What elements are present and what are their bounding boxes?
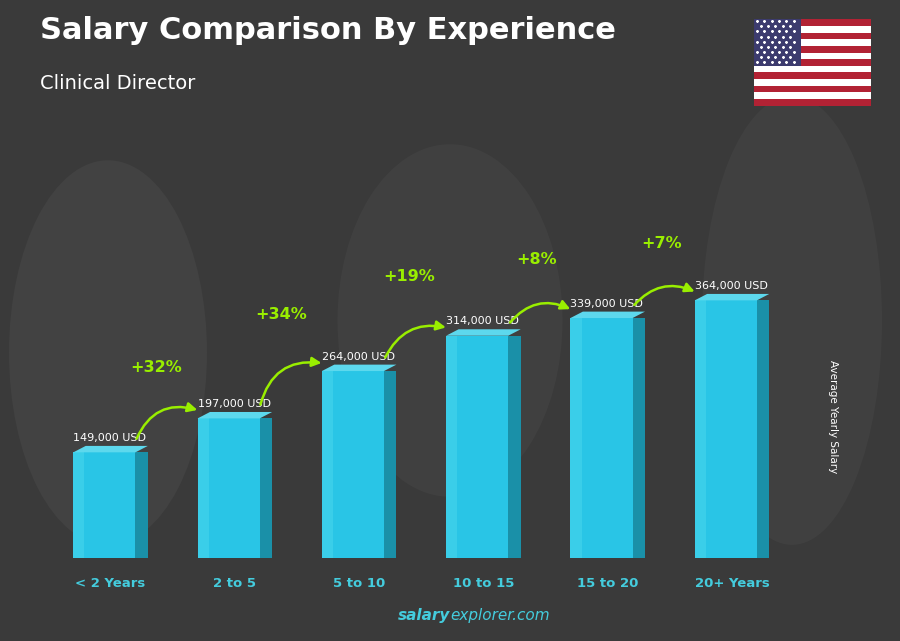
Text: 264,000 USD: 264,000 USD [322, 351, 395, 362]
Bar [754, 39, 871, 46]
Polygon shape [508, 336, 521, 558]
Text: 15 to 20: 15 to 20 [577, 577, 638, 590]
Polygon shape [446, 329, 521, 336]
Bar [754, 46, 871, 53]
Bar [754, 92, 871, 99]
Bar [754, 59, 871, 66]
Text: +32%: +32% [130, 360, 183, 375]
Polygon shape [322, 371, 384, 558]
Bar [754, 66, 871, 72]
Bar [754, 86, 871, 92]
Bar [754, 19, 871, 26]
Polygon shape [571, 312, 645, 318]
Bar [754, 79, 871, 86]
Bar [754, 26, 871, 33]
Polygon shape [757, 301, 770, 558]
Polygon shape [322, 365, 396, 371]
Polygon shape [198, 419, 209, 558]
Text: +7%: +7% [641, 237, 681, 251]
Polygon shape [198, 419, 260, 558]
Polygon shape [73, 453, 135, 558]
Polygon shape [571, 318, 633, 558]
Ellipse shape [9, 160, 207, 545]
Text: +19%: +19% [383, 269, 435, 284]
Ellipse shape [338, 144, 562, 497]
Polygon shape [198, 412, 272, 419]
Text: 314,000 USD: 314,000 USD [446, 316, 519, 326]
Bar [754, 19, 801, 66]
Text: 10 to 15: 10 to 15 [453, 577, 514, 590]
Text: < 2 Years: < 2 Years [76, 577, 146, 590]
Polygon shape [633, 318, 645, 558]
Text: +8%: +8% [517, 251, 557, 267]
Bar [754, 53, 871, 59]
Text: Clinical Director: Clinical Director [40, 74, 196, 93]
Polygon shape [73, 446, 148, 453]
Text: explorer.com: explorer.com [450, 608, 550, 623]
Bar [754, 33, 871, 39]
Bar [754, 72, 871, 79]
Polygon shape [260, 419, 272, 558]
Polygon shape [384, 371, 396, 558]
Text: +34%: +34% [255, 307, 307, 322]
Text: 20+ Years: 20+ Years [695, 577, 770, 590]
Polygon shape [446, 336, 508, 558]
Text: 149,000 USD: 149,000 USD [73, 433, 147, 443]
Text: 197,000 USD: 197,000 USD [198, 399, 271, 409]
Ellipse shape [702, 96, 882, 545]
Polygon shape [446, 336, 457, 558]
Text: 339,000 USD: 339,000 USD [571, 299, 644, 308]
Polygon shape [695, 301, 757, 558]
Text: 2 to 5: 2 to 5 [213, 577, 256, 590]
Bar [754, 99, 871, 106]
Text: salary: salary [398, 608, 450, 623]
Text: Average Yearly Salary: Average Yearly Salary [828, 360, 838, 473]
Polygon shape [695, 301, 706, 558]
Polygon shape [135, 453, 148, 558]
Polygon shape [73, 453, 85, 558]
Text: 5 to 10: 5 to 10 [333, 577, 385, 590]
Polygon shape [571, 318, 581, 558]
Polygon shape [695, 294, 770, 301]
Text: Salary Comparison By Experience: Salary Comparison By Experience [40, 16, 616, 45]
Text: 364,000 USD: 364,000 USD [695, 281, 768, 291]
Polygon shape [322, 371, 333, 558]
